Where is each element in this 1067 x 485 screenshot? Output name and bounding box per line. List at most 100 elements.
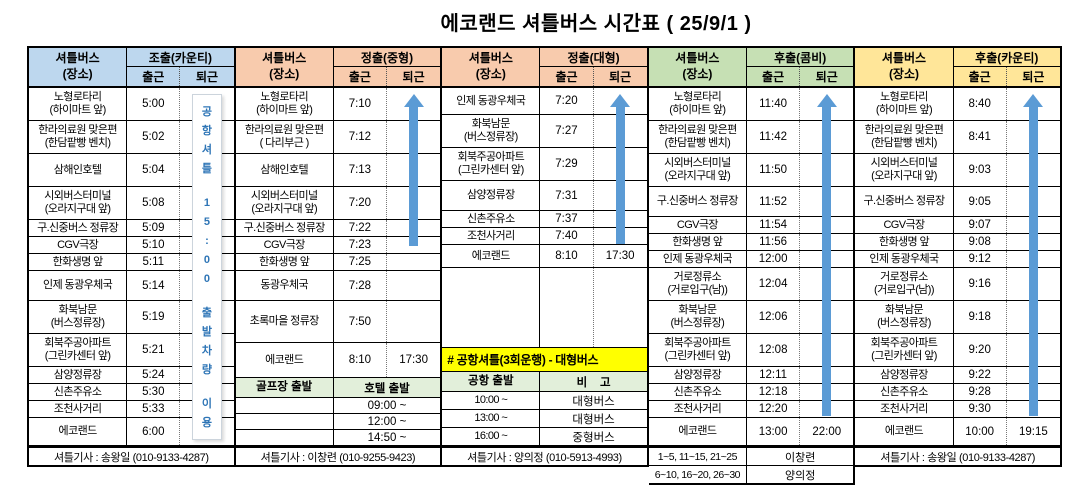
note-char: 셔 [201,144,213,156]
place-column-header: 셔틀버스 (장소) [236,48,334,86]
stop-name-cell: 동광우체국 [236,271,334,300]
stop-row: 회북주공아파트 (그린카센터 앞) 7:29 [442,148,647,181]
stop-name-cell: 한화생명 앞 [236,254,334,270]
note-char: 0 [203,273,211,285]
depart-time-cell: 7:22 [334,220,387,236]
stop-name-cell: 삼양정류장 [29,367,128,383]
return-time-cell: 19:15 [1018,425,1048,438]
depart-time-cell: 7:20 [334,187,387,219]
stop-row: 에코랜드 8:10 17:30 [235,343,441,378]
group-footer: 셔틀기사 : 송왕일 (010-9133-4287) [29,446,234,465]
depart-time-cell: 9:18 [954,301,1007,333]
stop-name-cell: 인제 동광우체국 [649,251,747,267]
return-time-cell [387,301,440,342]
stop-row: 한화생명 앞 9:08 [855,234,1060,251]
up-arrow-head [1023,94,1044,107]
driver-info: 셔틀기사 : 송왕일 (010-9133-4287) [880,451,1035,464]
depart-time-cell: 8:40 [954,88,1007,120]
subheader-right: 호텔 출발 [364,382,410,395]
stop-row: 화북남문 (버스정류장) 12:06 [648,301,854,334]
extra-value-cell: 14:50 ~ [367,431,407,444]
extra-time-cell: 13:00 ~ [442,410,541,427]
place-column-header: 셔틀버스 (장소) [855,48,954,86]
group-footer: 셔틀기사 : 양의정 (010-5913-4993) [442,446,647,465]
inout-header-row: 출근 퇴근 [747,67,853,86]
stop-name-cell: 신촌주유소 [442,211,541,227]
return-col-header: 퇴근 [195,70,219,84]
stop-row: 에코랜드 8:10 17:30 [442,245,647,268]
note-char: 이 [201,398,213,410]
shuttle-group-regular-mid: 셔틀버스 (장소) 정출(중형) 출근 퇴근 노형로타리 (하이마트 앞) 7:10 한라의료… [235,46,443,467]
group-body: 노형로타리 (하이마트 앞) 8:40 한라의료원 맞은편 (한담팥빵 벤치) 8:4… [855,88,1060,446]
stop-row: 화북남문 (버스정류장) 5:19 [29,301,234,334]
stop-row: 구.신중버스 정류장 5:09 [29,220,234,237]
extra-schedule-row: 13:00 ~ 대형버스 [442,410,647,428]
rotation-driver: 양의정 [784,469,816,482]
return-time-cell [387,254,440,270]
extra-value-cell: 09:00 ~ [367,399,407,412]
depart-time-cell: 5:24 [127,367,181,383]
depart-time-cell: 9:07 [954,217,1007,233]
inout-header-row: 출근 퇴근 [127,67,233,86]
depart-time-cell: 7:29 [540,148,594,180]
shift-label: 후출(카운티) [953,48,1060,67]
return-time-cell: 17:30 [605,250,635,262]
stop-row: 삼양정류장 5:24 [29,367,234,384]
depart-time-cell: 12:20 [747,401,801,417]
depart-time-cell: 9:05 [954,187,1007,216]
stop-name-cell: 조천사거리 [442,228,541,244]
depart-time-cell: 7:50 [334,301,387,342]
stop-row: 한라의료원 맞은편 (한담팥빵 벤치) 11:42 [648,121,854,154]
stop-row: 신촌주유소 5:30 [29,384,234,401]
depart-time-cell: 5:09 [127,220,181,236]
bus-rotation-row: 6~10, 16~20, 26~30 양의정 [648,465,854,483]
group-header: 셔틀버스 (장소) 정출(중형) 출근 퇴근 [235,46,441,88]
depart-time-cell: 12:04 [747,268,801,300]
rotation-driver: 이창련 [784,451,816,464]
up-arrow-shaft [1028,107,1038,416]
extra-schedule-row: 09:00 ~ [235,398,441,414]
inout-header-row: 출근 퇴근 [334,67,440,86]
depart-time-cell: 5:10 [127,237,181,253]
note-char: 5 [203,216,211,228]
note-char: 량 [201,364,213,376]
place-header-line1: 셔틀버스 [468,51,513,66]
place-header-line1: 셔틀버스 [262,51,307,66]
stop-row: 한라의료원 맞은편 (한담팥빵 벤치) 5:02 [29,121,234,154]
stop-name-cell: 노형로타리 (하이마트 앞) [649,88,747,120]
stop-row: 삼해인호텔 5:04 [29,154,234,187]
depart-time-cell: 6:00 [127,418,181,445]
extra-time-cell [236,398,334,413]
stop-name-cell: 인제 동광우체국 [442,88,541,114]
stop-row: 에코랜드 6:00 [29,418,234,446]
shift-label: 정출(중형) [333,48,441,67]
depart-time-cell: 5:21 [127,334,181,366]
stop-name-cell: 인제 동광우체국 [29,271,128,300]
note-char: 출 [201,307,213,319]
stop-name-cell: 에코랜드 [649,418,747,445]
stop-row: 거로정류소 (거로입구(남)) 12:04 [648,268,854,301]
stop-name-cell: 신촌주유소 [29,384,128,400]
stop-row: 신촌주유소 12:18 [648,384,854,401]
stop-name-cell: 신촌주유소 [649,384,747,400]
return-col-header: 퇴근 [609,70,632,84]
stop-name-cell: 구.신중버스 정류장 [855,187,954,216]
place-header-line2: (장소) [682,67,713,81]
return-time-cell [387,271,440,300]
stop-row: 인제 동광우체국 12:00 [648,251,854,268]
stop-row: 시외버스터미널 (오라지구대 앞) 11:50 [648,154,854,187]
depart-time-cell: 12:06 [747,301,801,333]
stop-name-cell: 한라의료원 맞은편 ( 다리부근 ) [236,121,334,153]
stop-name-cell: 시외버스터미널 (오라지구대 앞) [649,154,747,186]
stop-row: 시외버스터미널 (오라지구대 앞) 9:03 [855,154,1060,187]
stop-row: CGV극장 9:07 [855,217,1060,234]
group-footer: 1~5, 11~15, 21~25 이창련 6~10, 16~20, 26~30 양의… [648,446,854,483]
stop-row: 시외버스터미널 (오라지구대 앞) 7:20 [235,187,441,220]
stop-name-cell: 삼양정류장 [442,181,541,210]
stop-name-cell: 시외버스터미널 (오라지구대 앞) [29,187,128,219]
stop-row: 조천사거리 9:30 [855,401,1060,418]
depart-time-cell: 5:00 [127,88,181,120]
section-subheader-row: 공항 출발 비 고 [442,372,647,392]
time-columns-header: 조출(카운티) 출근 퇴근 [127,48,234,86]
